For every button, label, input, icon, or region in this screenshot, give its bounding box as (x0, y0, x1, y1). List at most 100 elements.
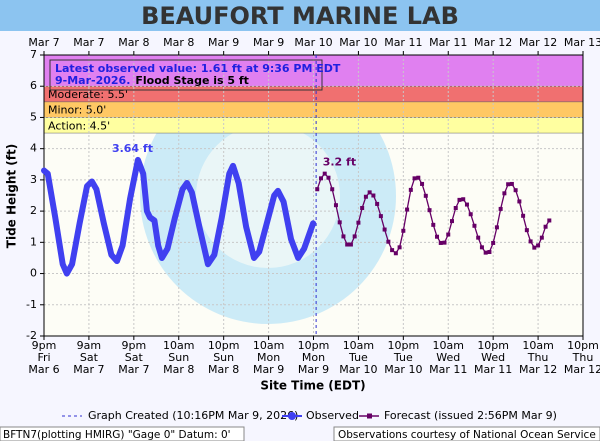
forecast-point (431, 222, 436, 227)
x-tick-label: 10am (522, 339, 553, 352)
forecast-point (502, 191, 507, 196)
forecast-point (427, 208, 432, 213)
legend-label: Observed (306, 409, 359, 422)
x-tick-label: Thu (572, 351, 594, 364)
forecast-point (393, 251, 398, 256)
forecast-point (435, 234, 440, 239)
forecast-point (390, 248, 395, 253)
top-x-tick-label: Mar 7 (28, 36, 59, 49)
chart-title: BEAUFORT MARINE LAB (141, 2, 459, 30)
forecast-point (513, 188, 518, 193)
forecast-point (487, 250, 492, 255)
x-tick-label: Sun (168, 351, 189, 364)
forecast-point (408, 187, 413, 192)
legend-swatch (288, 412, 296, 420)
x-tick-label: Mon (257, 351, 280, 364)
x-tick-label: 9pm (32, 339, 57, 352)
x-tick-label: Mar 11 (474, 363, 512, 376)
y-tick-label: 5 (30, 110, 37, 123)
forecast-point (420, 181, 425, 186)
forecast-point (506, 182, 511, 187)
x-tick-label: 10am (343, 339, 374, 352)
x-tick-label: 10am (433, 339, 464, 352)
x-tick-label: Mar 9 (298, 363, 329, 376)
top-x-tick-label: Mar 7 (73, 36, 104, 49)
forecast-point (547, 218, 552, 223)
x-tick-label: Fri (37, 351, 50, 364)
forecast-point (356, 220, 361, 225)
top-x-tick-label: Mar 13 (564, 36, 600, 49)
x-tick-label: Mar 9 (253, 363, 284, 376)
forecast-point (315, 187, 320, 192)
x-tick-label: 10pm (208, 339, 240, 352)
x-tick-label: Sat (125, 351, 144, 364)
y-tick-label: 0 (30, 267, 37, 280)
forecast-point (333, 203, 338, 208)
forecast-point (348, 242, 353, 247)
x-tick-label: Mar 10 (339, 363, 377, 376)
forecast-point (375, 201, 380, 206)
y-tick-label: 7 (30, 48, 37, 61)
x-tick-label: Mar 10 (384, 363, 422, 376)
forecast-point (536, 243, 541, 248)
x-axis-label: Site Time (EDT) (260, 379, 365, 393)
forecast-point (367, 190, 372, 195)
x-tick-label: 10pm (477, 339, 509, 352)
top-x-tick-label: Mar 8 (163, 36, 194, 49)
forecast-point (363, 194, 368, 199)
forecast-point (517, 199, 522, 204)
footer-box (0, 426, 245, 441)
forecast-point (453, 205, 458, 210)
forecast-point (476, 235, 481, 240)
flood-label: Action: 4.5' (48, 119, 110, 132)
forecast-point (326, 175, 331, 180)
flood-label: Moderate: 5.5' (48, 88, 128, 101)
forecast-point (461, 197, 466, 202)
forecast-point (521, 213, 526, 218)
forecast-point (405, 207, 410, 212)
forecast-point (483, 250, 488, 255)
y-tick-label: -1 (26, 298, 37, 311)
note-text: 9-Mar-2026. (55, 74, 130, 87)
y-tick-label: -2 (26, 329, 37, 342)
forecast-point (528, 239, 533, 244)
forecast-point (472, 223, 477, 228)
forecast-point (318, 176, 323, 181)
forecast-point (494, 225, 499, 230)
x-tick-label: Mar 11 (429, 363, 467, 376)
flood-label: Minor: 5.0' (48, 104, 106, 117)
forecast-point (322, 171, 327, 176)
forecast-point (401, 228, 406, 233)
y-tick-label: 2 (30, 204, 37, 217)
series-line (41, 156, 317, 277)
forecast-point (341, 234, 346, 239)
forecast-point (412, 176, 417, 181)
top-x-tick-label: Mar 12 (519, 36, 557, 49)
x-tick-label: Mon (302, 351, 325, 364)
forecast-point (337, 220, 342, 225)
note-text: Flood Stage is 5 ft (135, 74, 249, 87)
x-tick-label: 9pm (121, 339, 146, 352)
x-tick-label: Sun (213, 351, 234, 364)
forecast-point (457, 197, 462, 202)
top-x-tick-label: Mar 8 (118, 36, 149, 49)
forecast-point (438, 240, 443, 245)
x-tick-label: 10am (253, 339, 284, 352)
forecast-point (345, 242, 350, 247)
peak-label: 3.64 ft (112, 142, 153, 155)
forecast-point (382, 227, 387, 232)
plot-frame (43, 54, 584, 337)
x-tick-label: 10am (163, 339, 194, 352)
note-box (49, 59, 323, 91)
title-bar (0, 0, 600, 31)
footer-box (333, 426, 600, 441)
top-x-tick-label: Mar 9 (208, 36, 239, 49)
footer-right: Observations courtesy of National Ocean … (338, 429, 596, 441)
x-tick-label: Mar 8 (163, 363, 194, 376)
footer-left: BFTN7(plotting HMIRG) "Gage 0" Datum: 0' (3, 429, 231, 441)
x-tick-label: 10pm (387, 339, 419, 352)
forecast-point (446, 232, 451, 237)
x-tick-label: Mar 12 (564, 363, 600, 376)
watermark (196, 124, 340, 268)
